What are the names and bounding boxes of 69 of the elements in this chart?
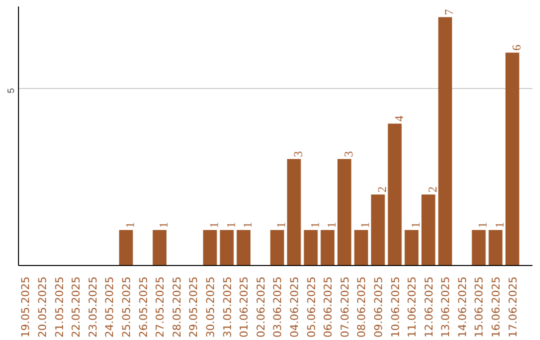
data-label: 1 — [224, 222, 238, 228]
data-label: 1 — [156, 222, 171, 228]
bar — [270, 230, 284, 266]
x-tick-label: 09.06.2025 — [372, 276, 385, 338]
x-tick-label: 06.06.2025 — [322, 276, 335, 338]
x-tick-label: 24.05.2025 — [103, 276, 116, 338]
bar — [119, 230, 133, 266]
bar — [337, 159, 352, 266]
data-label: 1 — [408, 222, 423, 228]
bar — [220, 230, 234, 266]
x-tick-label: 12.06.2025 — [422, 276, 436, 338]
data-label: 1 — [240, 222, 255, 228]
x-tick-label: 03.06.2025 — [271, 276, 284, 338]
bar — [438, 17, 452, 266]
data-label: 1 — [308, 222, 322, 228]
data-label: 1 — [123, 222, 138, 228]
bar — [236, 230, 250, 266]
data-label: 2 — [374, 186, 389, 193]
x-tick-label: 19.05.2025 — [19, 276, 32, 338]
data-label: 3 — [341, 151, 356, 158]
x-tick-label: 16.06.2025 — [490, 276, 503, 338]
x-tick-label: 05.06.2025 — [304, 276, 318, 338]
x-tick-label: 30.05.2025 — [204, 276, 217, 338]
data-label: 1 — [358, 222, 372, 228]
data-label: 6 — [509, 44, 524, 51]
data-label: 1 — [476, 222, 490, 228]
x-tick-label: 27.05.2025 — [154, 276, 167, 338]
data-label: 7 — [442, 9, 456, 16]
bar — [203, 230, 217, 266]
bar — [404, 230, 418, 266]
data-label: 1 — [206, 222, 221, 228]
x-tick-label: 31.05.2025 — [220, 276, 234, 338]
x-tick-label: 15.06.2025 — [472, 276, 486, 338]
x-tick-label: 01.06.2025 — [238, 276, 251, 338]
x-tick-label: 08.06.2025 — [355, 276, 368, 338]
x-tick-label: 21.05.2025 — [52, 276, 66, 338]
x-tick-label: 14.06.2025 — [456, 276, 469, 338]
x-tick-label: 28.05.2025 — [170, 276, 184, 338]
bar — [304, 230, 318, 266]
x-tick-label: 02.06.2025 — [254, 276, 268, 338]
x-tick-label: 10.06.2025 — [388, 276, 402, 338]
data-label: 2 — [425, 186, 440, 193]
x-tick-label: 26.05.2025 — [136, 276, 150, 338]
x-tick-label: 25.05.2025 — [120, 276, 134, 338]
bar — [421, 194, 436, 266]
bar — [320, 230, 334, 266]
x-tick-label: 17.06.2025 — [506, 276, 520, 338]
bar — [388, 124, 402, 266]
bar — [287, 159, 301, 266]
data-label: 1 — [492, 222, 507, 228]
y-tick-label: 5 — [6, 88, 16, 94]
bar — [505, 52, 520, 266]
x-tick-label: 20.05.2025 — [36, 276, 50, 338]
bar — [354, 230, 368, 266]
x-tick-label: 29.05.2025 — [187, 276, 200, 338]
x-tick-label: 04.06.2025 — [288, 276, 301, 338]
x-tick-label: 11.06.2025 — [406, 276, 419, 338]
x-tick-label: 22.05.2025 — [70, 276, 83, 338]
data-label: 1 — [324, 222, 339, 228]
bar — [371, 194, 385, 266]
data-label: 3 — [290, 151, 305, 158]
data-label: 4 — [392, 116, 406, 122]
data-label: 1 — [274, 222, 288, 228]
x-tick-label: 13.06.2025 — [439, 276, 452, 338]
x-tick-label: 07.06.2025 — [338, 276, 352, 338]
bar — [472, 230, 486, 266]
bar — [488, 230, 502, 266]
x-tick-label: 23.05.2025 — [86, 276, 100, 338]
bar — [152, 230, 166, 266]
